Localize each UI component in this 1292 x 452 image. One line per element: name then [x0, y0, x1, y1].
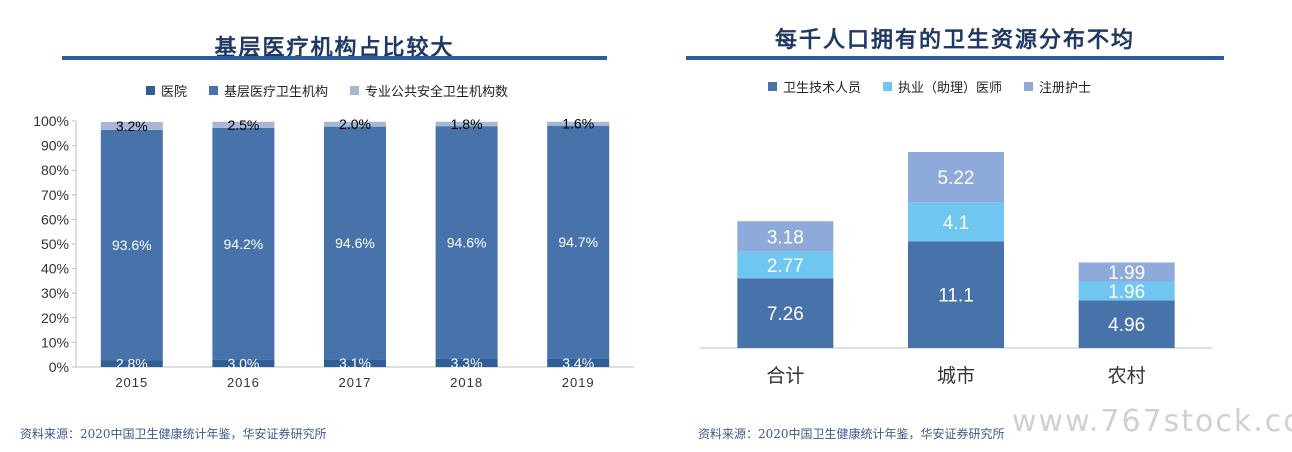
- legend-item-primary: 基层医疗卫生机构: [209, 81, 328, 100]
- y-tick-label: 20%: [41, 310, 69, 326]
- bar-segment: [908, 202, 1004, 242]
- right-legend: 卫生技术人员 执业（助理）医师 注册护士: [768, 77, 1091, 96]
- x-tick-label: 2018: [450, 375, 483, 390]
- right-source-note: 资料来源：2020中国卫生健康统计年鉴，华安证券研究所: [698, 427, 1005, 441]
- legend-item-physician: 执业（助理）医师: [883, 77, 1002, 96]
- right-chart-title: 每千人口拥有的卫生资源分布不均: [774, 27, 1135, 53]
- left-stacked-bar-chart: 0% 10% 20% 30% 40% 50% 60% 70% 80% 90% 100% 2.8% 93.…: [33, 113, 634, 390]
- bar-data-label: 3.3%: [451, 355, 483, 371]
- bar-segment: [435, 358, 498, 367]
- legend-swatch-physician: [883, 82, 893, 91]
- x-tick-label: 城市: [937, 365, 975, 387]
- y-tick-label: 60%: [41, 211, 69, 227]
- bar-data-label: 93.6%: [112, 237, 152, 253]
- bar-segment: [212, 121, 275, 128]
- x-tick-label: 2015: [115, 375, 148, 390]
- right-title-rule: [686, 56, 1224, 60]
- bar-data-label: 1.6%: [562, 116, 594, 132]
- bar-segment: [100, 129, 163, 361]
- bar-data-label: 4.1: [943, 213, 969, 234]
- y-tick-label: 30%: [41, 285, 69, 301]
- legend-swatch-public: [350, 86, 360, 95]
- legend-label-hospital: 医院: [161, 85, 188, 100]
- bar-data-label: 94.7%: [558, 234, 598, 250]
- legend-item-hospital: 医院: [146, 81, 187, 100]
- bar-segment: [212, 359, 275, 367]
- x-tick-label: 2019: [562, 375, 595, 390]
- bar-segment: [212, 127, 275, 360]
- right-stacked-bar-chart: 7.26 2.77 3.18 合计 11.1 4.1 5.22 城市 4.96 1.961.99 农…: [700, 152, 1212, 387]
- left-title-rule: [62, 56, 607, 60]
- bar-segment: [100, 360, 163, 367]
- bar-data-label: 3.1%: [339, 355, 371, 371]
- bar-segment: [324, 121, 386, 127]
- x-tick-label: 农村: [1108, 365, 1146, 387]
- bar-data-label: 11.1: [938, 286, 974, 307]
- bar-segment: [908, 152, 1004, 203]
- bar-segment: [737, 221, 834, 252]
- bar-data-label: 1.96: [1108, 282, 1145, 303]
- legend-label-primary: 基层医疗卫生机构: [224, 85, 329, 100]
- legend-label-public: 专业公共安全卫生机构数: [365, 85, 509, 100]
- bar-segment: [908, 241, 1004, 348]
- bar-data-label: 2.77: [767, 256, 804, 277]
- bar-segment: [737, 251, 834, 279]
- bar-data-label: 3.0%: [227, 355, 259, 371]
- bar-segment: [324, 359, 386, 367]
- bar-data-label: 3.18: [767, 227, 804, 248]
- bar-segment: [1078, 281, 1175, 301]
- bar-data-label: 1.8%: [451, 116, 483, 132]
- bar-data-label: 2.8%: [116, 356, 148, 372]
- bar-segment: [547, 358, 610, 367]
- legend-label-physician: 执业（助理）医师: [898, 81, 1003, 96]
- legend-item-nurse: 注册护士: [1024, 77, 1091, 96]
- x-tick-label: 2017: [339, 375, 372, 390]
- y-tick-label: 80%: [41, 162, 69, 178]
- bar-data-label: 94.2%: [224, 236, 264, 252]
- bar-data-label: 7.26: [767, 304, 804, 325]
- bar-segment: [547, 125, 610, 359]
- left-legend: 医院 基层医疗卫生机构 专业公共安全卫生机构数: [146, 81, 508, 100]
- x-tick-label: 2016: [227, 375, 260, 390]
- bar-data-label: 3.2%: [116, 118, 148, 134]
- y-tick-label: 100%: [33, 113, 69, 129]
- bar-data-label: 94.6%: [335, 235, 375, 251]
- bar-segment: [435, 126, 498, 359]
- bar-segment: [737, 278, 834, 348]
- bar-data-label: 1.99: [1108, 263, 1145, 284]
- legend-swatch-tech-staff: [768, 82, 777, 91]
- watermark-text: www.767stock.com: [1012, 404, 1292, 439]
- legend-label-nurse: 注册护士: [1039, 81, 1092, 96]
- legend-label-tech-staff: 卫生技术人员: [783, 81, 862, 96]
- y-tick-label: 10%: [41, 334, 69, 350]
- bar-segment: [100, 121, 163, 130]
- bar-segment: [1078, 262, 1175, 282]
- bar-data-label: 2.0%: [339, 116, 371, 132]
- y-tick-label: 40%: [41, 261, 69, 277]
- legend-swatch-hospital: [146, 86, 155, 95]
- y-tick-label: 70%: [41, 187, 69, 203]
- bar-segment: [324, 126, 386, 360]
- x-tick-label: 合计: [766, 365, 804, 387]
- y-tick-label: 50%: [41, 236, 69, 252]
- left-source-note: 资料来源：2020中国卫生健康统计年鉴，华安证券研究所: [20, 427, 327, 441]
- y-tick-label: 90%: [41, 138, 69, 154]
- bar-segment: [547, 121, 610, 126]
- bar-segment: [435, 121, 498, 127]
- bar-data-label: 94.6%: [447, 235, 487, 251]
- bar-data-label: 5.22: [938, 168, 975, 189]
- legend-swatch-nurse: [1024, 82, 1034, 91]
- bar-data-label: 3.4%: [562, 355, 594, 371]
- y-tick-label: 0%: [49, 359, 69, 375]
- legend-swatch-primary: [209, 86, 219, 95]
- bar-data-label: 2.5%: [227, 117, 259, 133]
- bar-data-label: 4.96: [1108, 315, 1145, 336]
- legend-item-tech-staff: 卫生技术人员: [768, 77, 861, 96]
- bar-segment: [1078, 300, 1175, 348]
- legend-item-public: 专业公共安全卫生机构数: [350, 81, 508, 100]
